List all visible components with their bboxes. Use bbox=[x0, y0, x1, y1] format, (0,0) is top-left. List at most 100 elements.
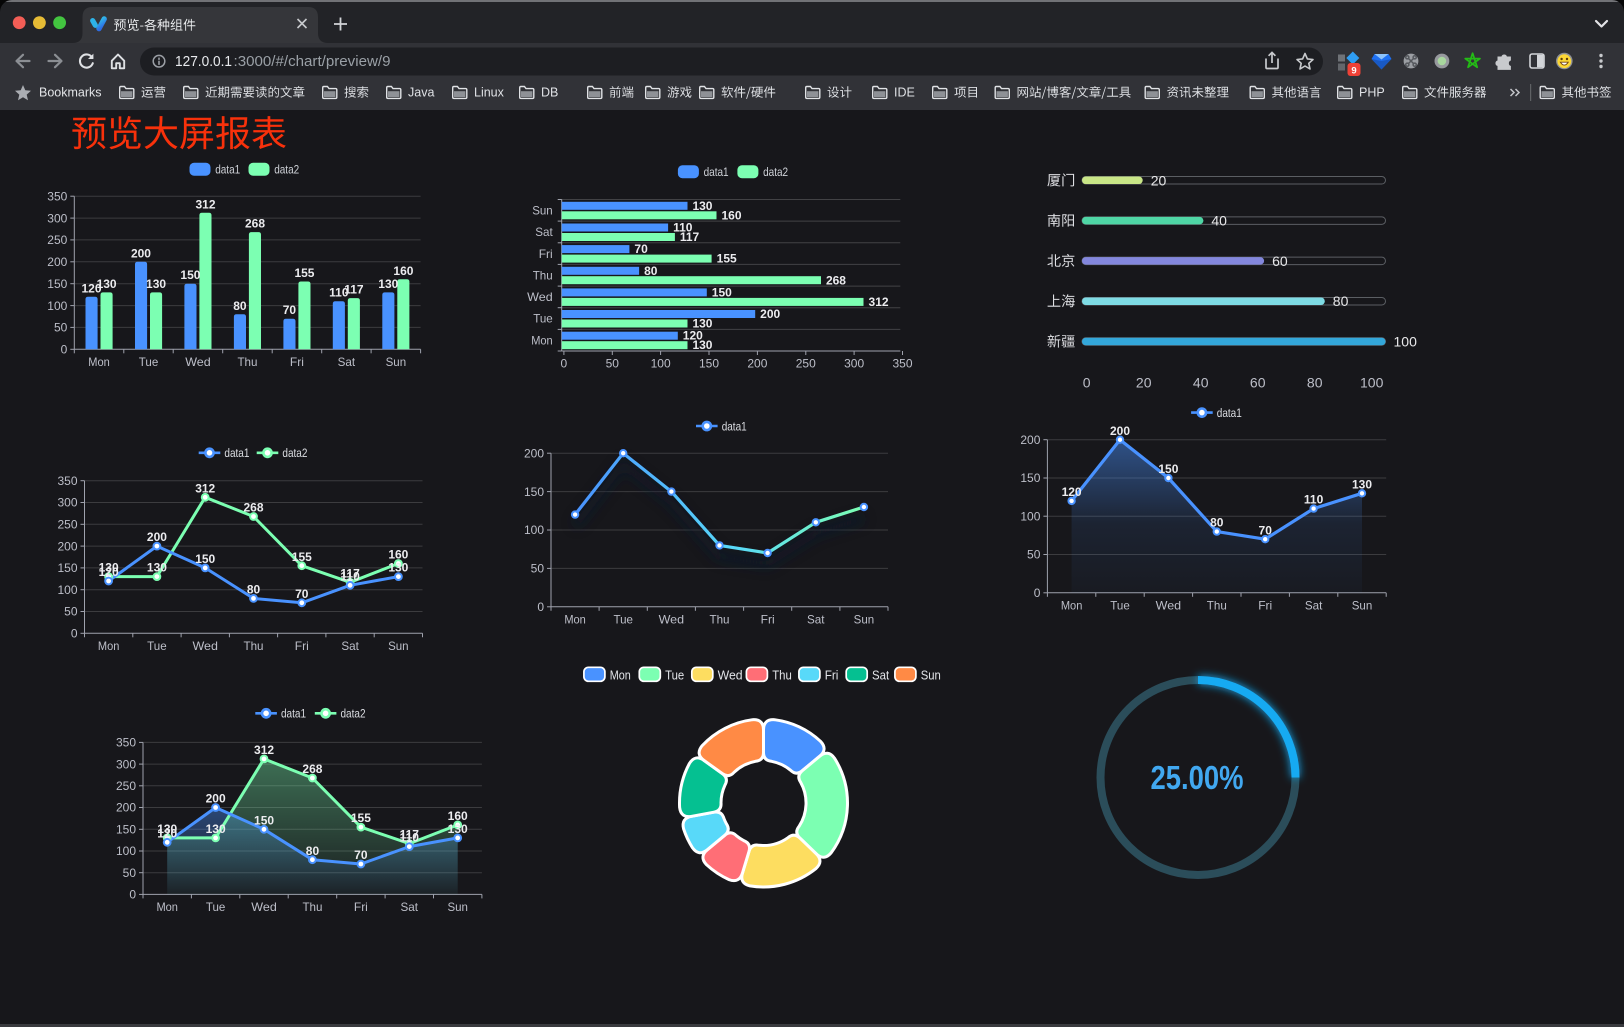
svg-text:0: 0 bbox=[1083, 375, 1091, 391]
svg-text:250: 250 bbox=[796, 357, 816, 371]
svg-text:160: 160 bbox=[721, 208, 741, 222]
svg-text:Sat: Sat bbox=[807, 612, 825, 626]
svg-text:Wed: Wed bbox=[185, 355, 211, 369]
svg-text:Fri: Fri bbox=[1258, 598, 1272, 612]
svg-text:50: 50 bbox=[64, 605, 78, 619]
svg-text:Tue: Tue bbox=[139, 355, 159, 369]
svg-text:Tue: Tue bbox=[147, 639, 167, 653]
svg-text:150: 150 bbox=[195, 552, 215, 566]
svg-text:130: 130 bbox=[147, 561, 167, 575]
svg-text:100: 100 bbox=[116, 844, 136, 858]
svg-text:Sat: Sat bbox=[338, 355, 356, 369]
svg-text:Thu: Thu bbox=[772, 667, 792, 682]
svg-text:300: 300 bbox=[47, 211, 67, 225]
svg-text:80: 80 bbox=[644, 264, 658, 278]
svg-text:0: 0 bbox=[129, 888, 136, 902]
svg-text:130: 130 bbox=[448, 822, 468, 836]
svg-text:300: 300 bbox=[844, 357, 864, 371]
svg-text:117: 117 bbox=[400, 828, 420, 842]
svg-text:160: 160 bbox=[448, 809, 468, 823]
svg-text:Sun: Sun bbox=[854, 612, 875, 626]
svg-text:100: 100 bbox=[57, 583, 77, 597]
svg-text:data2: data2 bbox=[763, 165, 788, 179]
svg-text:350: 350 bbox=[47, 189, 67, 203]
svg-text:data1: data1 bbox=[224, 446, 249, 460]
svg-text:200: 200 bbox=[131, 246, 151, 260]
svg-text:Tue: Tue bbox=[1110, 598, 1130, 612]
svg-text:Wed: Wed bbox=[527, 290, 553, 304]
svg-text:100: 100 bbox=[1020, 509, 1040, 523]
svg-text:Sat: Sat bbox=[872, 667, 889, 682]
svg-text:data1: data1 bbox=[215, 163, 240, 177]
svg-text:100: 100 bbox=[651, 357, 671, 371]
svg-text:200: 200 bbox=[57, 539, 77, 553]
svg-text:80: 80 bbox=[1307, 375, 1323, 391]
svg-text:312: 312 bbox=[195, 481, 215, 495]
svg-text:70: 70 bbox=[295, 587, 309, 601]
svg-text:110: 110 bbox=[400, 831, 420, 845]
svg-text:120: 120 bbox=[99, 565, 119, 579]
svg-text:Fri: Fri bbox=[761, 612, 775, 626]
svg-text:130: 130 bbox=[692, 199, 712, 213]
svg-text:Sat: Sat bbox=[535, 225, 553, 239]
svg-text:Wed: Wed bbox=[659, 612, 685, 626]
svg-text:80: 80 bbox=[233, 299, 247, 313]
svg-text:312: 312 bbox=[254, 743, 274, 757]
svg-text:40: 40 bbox=[1211, 213, 1227, 229]
svg-text:150: 150 bbox=[116, 822, 136, 836]
svg-text:Sun: Sun bbox=[388, 639, 409, 653]
svg-text:250: 250 bbox=[57, 518, 77, 532]
svg-text:50: 50 bbox=[606, 357, 620, 371]
svg-text:200: 200 bbox=[47, 255, 67, 269]
svg-text:250: 250 bbox=[116, 779, 136, 793]
svg-text:Thu: Thu bbox=[302, 900, 322, 914]
svg-text:Linux: Linux bbox=[474, 86, 505, 100]
svg-text:Bookmarks: Bookmarks bbox=[39, 86, 102, 100]
svg-text:Tue: Tue bbox=[665, 667, 684, 682]
svg-text:150: 150 bbox=[1158, 462, 1178, 476]
svg-text:0: 0 bbox=[71, 627, 78, 641]
svg-text:100: 100 bbox=[1394, 334, 1418, 350]
svg-text:155: 155 bbox=[294, 266, 314, 280]
svg-text:Sun: Sun bbox=[921, 667, 941, 682]
svg-text:155: 155 bbox=[292, 550, 312, 564]
svg-text:117: 117 bbox=[680, 230, 700, 244]
svg-text:60: 60 bbox=[1250, 375, 1266, 391]
svg-text:PHP: PHP bbox=[1359, 86, 1385, 100]
svg-text:350: 350 bbox=[116, 736, 136, 750]
svg-text:IDE: IDE bbox=[894, 86, 915, 100]
svg-text::3000/#/chart/preview/9: :3000/#/chart/preview/9 bbox=[234, 54, 391, 70]
svg-text:Mon: Mon bbox=[1061, 598, 1083, 612]
svg-text:117: 117 bbox=[340, 566, 360, 580]
svg-text:130: 130 bbox=[692, 317, 712, 331]
svg-text:130: 130 bbox=[1352, 477, 1372, 491]
svg-text:100: 100 bbox=[1360, 375, 1384, 391]
svg-text:data1: data1 bbox=[704, 165, 729, 179]
svg-text:127.0.0.1: 127.0.0.1 bbox=[175, 54, 232, 70]
svg-text:200: 200 bbox=[1110, 424, 1130, 438]
svg-text:200: 200 bbox=[116, 801, 136, 815]
svg-text:Mon: Mon bbox=[610, 667, 631, 682]
svg-text:Thu: Thu bbox=[533, 268, 553, 282]
svg-text:150: 150 bbox=[57, 561, 77, 575]
svg-text:300: 300 bbox=[57, 496, 77, 510]
svg-text:0: 0 bbox=[61, 343, 68, 357]
svg-text:130: 130 bbox=[388, 561, 408, 575]
svg-text:data1: data1 bbox=[281, 707, 306, 721]
svg-text:50: 50 bbox=[1027, 548, 1041, 562]
svg-text:Wed: Wed bbox=[192, 639, 218, 653]
svg-text:60: 60 bbox=[1272, 253, 1288, 269]
svg-text:268: 268 bbox=[826, 273, 846, 287]
svg-text:250: 250 bbox=[47, 233, 67, 247]
svg-text:110: 110 bbox=[1304, 493, 1324, 507]
svg-text:120: 120 bbox=[683, 329, 703, 343]
svg-text:80: 80 bbox=[1210, 516, 1224, 530]
svg-text:Sun: Sun bbox=[1352, 598, 1373, 612]
svg-text:312: 312 bbox=[196, 197, 216, 211]
svg-text:110: 110 bbox=[340, 569, 360, 583]
svg-text:150: 150 bbox=[712, 285, 732, 299]
svg-text:Mon: Mon bbox=[564, 612, 586, 626]
svg-text:200: 200 bbox=[760, 307, 780, 321]
svg-text:40: 40 bbox=[1193, 375, 1209, 391]
svg-text:Fri: Fri bbox=[290, 355, 304, 369]
